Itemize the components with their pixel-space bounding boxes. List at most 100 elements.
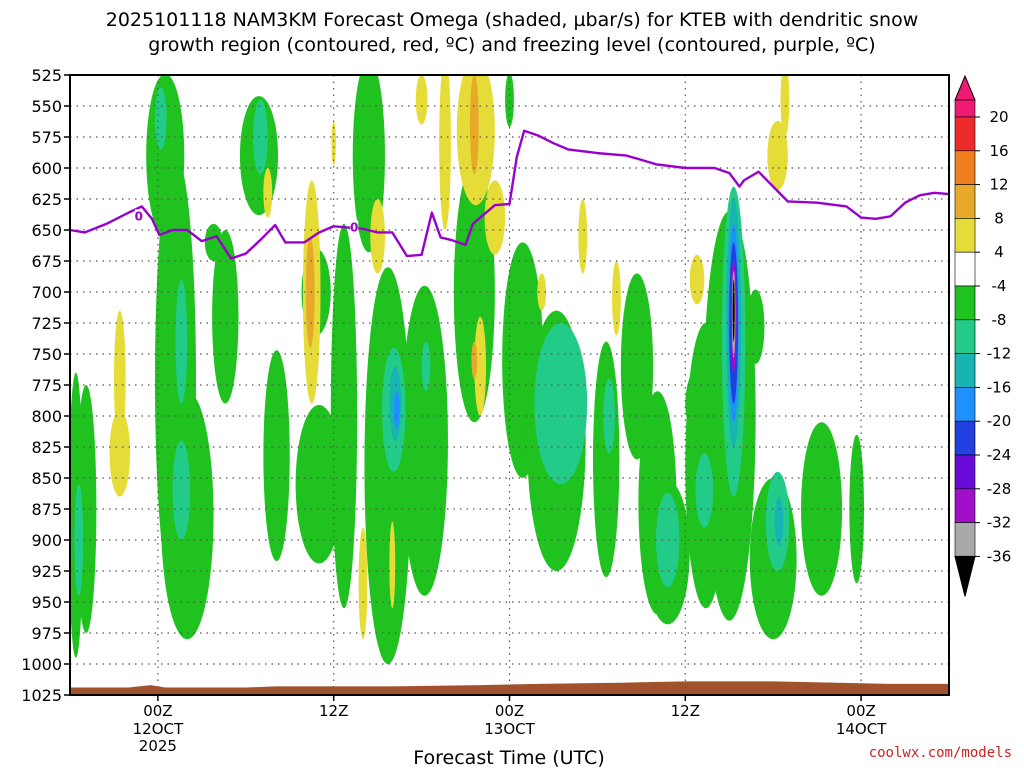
omega-region-8-18 (389, 521, 396, 609)
colorbar-bin--32--28 (954, 488, 976, 523)
y-tick-label-1000: 1000 (21, 655, 62, 674)
freezing-level-line (69, 129, 950, 260)
omega-region-8-14 (612, 261, 621, 336)
omega-region-0-20 (593, 341, 620, 578)
y-tick-label-650: 650 (31, 221, 62, 240)
ground-fill (70, 681, 949, 695)
y-tick-label-575: 575 (31, 128, 62, 147)
omega-region-1-4 (253, 99, 268, 175)
omega-region-1-2 (172, 440, 191, 540)
omega-region-8-10 (484, 180, 506, 255)
colorbar-bottom-arrow (954, 555, 976, 597)
x-tick-label-24-0: 00Z (143, 702, 172, 720)
colorbar-label--24: -24 (987, 446, 1012, 464)
colorbar-bin--8--4 (954, 285, 976, 321)
y-tick-label-675: 675 (31, 252, 62, 271)
colorbar-label--32: -32 (987, 514, 1012, 532)
colorbar-label--20: -20 (987, 412, 1012, 430)
y-tick-label-800: 800 (31, 407, 62, 426)
omega-region-1-9 (656, 492, 680, 588)
colorbar-label-8: 8 (994, 209, 1004, 227)
omega-region-0-8 (263, 350, 290, 562)
omega-region-7-0 (732, 279, 735, 342)
omega-region-2-2 (774, 496, 784, 547)
omega-region-8-16 (767, 120, 788, 191)
x-tick-label-48-1: 13OCT (484, 720, 535, 738)
y-tick-label-875: 875 (31, 500, 62, 519)
y-tick-label-525: 525 (31, 66, 62, 85)
x-tick-label-36-0: 12Z (319, 702, 348, 720)
omega-region-3-0 (393, 391, 400, 429)
x-tick-label-72-0: 00Z (846, 702, 875, 720)
x-axis-label: Forecast Time (UTC) (413, 747, 604, 768)
y-tick-label-550: 550 (31, 97, 62, 116)
y-tick-label-625: 625 (31, 190, 62, 209)
colorbar-bin--20--16 (954, 387, 976, 422)
colorbar: 20 16 12 8 4 -4 -8 -12 -16 -20 -24 -28 -32 -36 (954, 74, 1012, 597)
omega-region-0-5 (212, 229, 239, 404)
y-tick-label-700: 700 (31, 283, 62, 302)
colorbar-label--8: -8 (992, 311, 1007, 329)
freezing-label-bg-0 (134, 209, 143, 222)
colorbar-bin-12-16 (954, 150, 976, 185)
y-tick-label-950: 950 (31, 593, 62, 612)
omega-region-8-9 (474, 316, 487, 416)
omega-region-8-17 (780, 75, 790, 137)
colorbar-label--16: -16 (987, 378, 1012, 396)
omega-region-1-8 (603, 378, 615, 454)
omega-shading (70, 75, 865, 664)
colorbar-bin--12--8 (954, 319, 976, 354)
x-tick-label-24-2: 2025 (139, 737, 177, 755)
colorbar-bin-8-12 (954, 184, 976, 219)
x-tick-label-24-1: 12OCT (133, 720, 184, 738)
omega-region-9-1 (469, 75, 479, 175)
colorbar-label--12: -12 (987, 345, 1012, 363)
omega-region-0-6 (204, 223, 223, 261)
freezing-label-0: 0 (135, 209, 143, 223)
omega-region-8-12 (537, 273, 547, 311)
colorbar-bin-4-8 (954, 218, 976, 253)
colorbar-bin--28--24 (954, 454, 976, 490)
omega-region-8-13 (578, 199, 588, 274)
omega-region-8-2 (263, 168, 273, 218)
y-tick-label-975: 975 (31, 624, 62, 643)
colorbar-bin--4-4 (954, 251, 976, 287)
x-tick-label-72-1: 14OCT (836, 720, 887, 738)
omega-shapes (70, 75, 865, 664)
omega-region-1-1 (175, 279, 188, 404)
omega-region-9-2 (471, 341, 478, 379)
y-tick-label-600: 600 (31, 159, 62, 178)
colorbar-top-cap (954, 99, 976, 118)
omega-region-1-0 (74, 484, 84, 596)
y-tick-label-725: 725 (31, 314, 62, 333)
omega-region-1-6 (421, 341, 431, 392)
omega-region-0-21 (620, 273, 654, 460)
omega-region-1-3 (154, 87, 167, 150)
omega-region-8-4 (331, 120, 336, 166)
y-tick-label-925: 925 (31, 562, 62, 581)
colorbar-label--4: -4 (992, 277, 1007, 295)
pressure-axis: 525 550 575 600 625 650 675 700 725 750 775 800 825 8… (21, 66, 70, 705)
colorbar-label-12: 12 (989, 176, 1008, 194)
omega-region-8-7 (439, 75, 451, 230)
omega-region-0-28 (801, 422, 843, 596)
omega-region-0-14 (401, 285, 448, 596)
freezing-label-bg-1 (350, 220, 359, 233)
omega-region-8-11 (358, 527, 368, 640)
omega-region-8-1 (109, 409, 131, 497)
x-tick-label-60-0: 12Z (671, 702, 700, 720)
colorbar-bin--16--12 (954, 353, 976, 388)
omega-region-1-7 (534, 323, 588, 485)
freezing-label-1: 0 (350, 221, 358, 235)
omega-region-1-12 (695, 453, 714, 528)
omega-region-8-15 (689, 254, 705, 305)
credit-text[interactable]: coolwx.com/models (869, 745, 1012, 761)
colorbar-bin-16-20 (954, 116, 976, 152)
ground-terrain (70, 681, 949, 695)
y-tick-label-825: 825 (31, 438, 62, 457)
title-line-2: growth region (contoured, red, ºC) and f… (148, 34, 875, 56)
freezing-level-contour: 00 (69, 129, 950, 260)
y-tick-label-850: 850 (31, 469, 62, 488)
